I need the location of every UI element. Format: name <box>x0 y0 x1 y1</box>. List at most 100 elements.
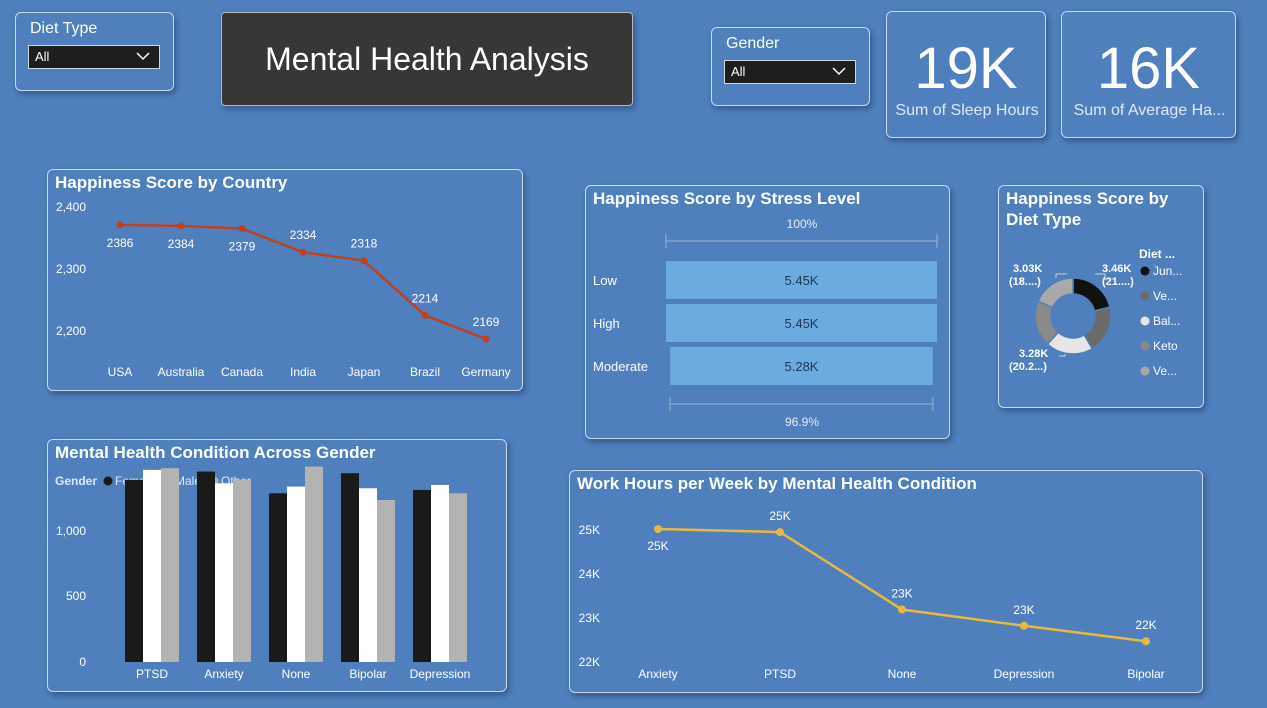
kpi-value: 16K <box>1096 36 1201 101</box>
gender-bar <box>359 488 377 662</box>
work-x-tick-label: Depression <box>994 667 1055 681</box>
y-tick-label: 0 <box>79 655 86 669</box>
country-data-label: 2214 <box>412 291 439 305</box>
diet-type-slicer: Diet Type All <box>15 12 174 91</box>
gender-slicer: Gender All <box>711 27 870 106</box>
gender-dropdown[interactable]: All <box>724 60 856 84</box>
y-tick-label: 500 <box>66 589 86 603</box>
gender-bar <box>377 499 395 662</box>
country-data-label: 2384 <box>168 237 195 251</box>
y-tick-label: 23K <box>579 611 600 625</box>
stress-bar-label: 5.45K <box>785 273 819 288</box>
kpi-label: Sum of Sleep Hours <box>895 102 1039 119</box>
country-x-tick-label: Brazil <box>410 365 440 379</box>
diet-legend-label: Ve... <box>1153 289 1177 303</box>
gender-bar <box>197 471 215 662</box>
diet-chart-card: Happiness Score by Diet Type 3.03K (18..… <box>998 185 1204 408</box>
work-data-label: 23K <box>891 587 912 601</box>
kpi-card-average-happiness: 16K Sum of Average Ha... <box>1061 11 1236 138</box>
work-data-point <box>776 528 784 537</box>
gender-x-tick-label: Bipolar <box>349 667 386 681</box>
work-x-tick-label: Bipolar <box>1127 667 1164 681</box>
gender-x-tick-label: None <box>282 667 311 681</box>
gender-bar <box>125 479 143 662</box>
diet-chart-title-line1: Happiness Score by <box>1006 189 1169 208</box>
stress-bottom-percent: 96.9% <box>785 415 819 429</box>
country-data-label: 2334 <box>290 228 317 242</box>
stress-bar <box>666 304 937 342</box>
work-data-point <box>654 525 662 533</box>
stress-bar-chart: 100% 96.9% 5.45K Low 5.45K High 5.28K Moderat… <box>593 217 938 429</box>
stress-bar-label: 5.28K <box>785 359 819 374</box>
gender-bar <box>305 466 323 662</box>
stress-bar <box>670 347 933 385</box>
diet-legend-marker <box>1140 316 1150 326</box>
gender-bar <box>341 473 359 662</box>
callout-value: 3.28K <box>1019 348 1048 360</box>
stress-category-label: High <box>593 316 620 331</box>
gender-slicer-title: Gender <box>726 35 780 52</box>
country-line-chart: 2,400 2,300 2,200 2386 USA 2384 Australia 23… <box>56 200 511 379</box>
country-chart-title: Happiness Score by Country <box>55 173 288 192</box>
stress-category-label: Low <box>593 273 617 288</box>
chevron-down-icon <box>136 52 150 61</box>
callout-leader <box>1055 273 1067 278</box>
work-series-line <box>657 527 1147 643</box>
country-x-tick-label: Canada <box>221 365 263 379</box>
y-tick-label: 2,300 <box>56 262 86 276</box>
gender-bar <box>449 493 467 662</box>
diet-type-dropdown-value: All <box>35 49 50 64</box>
diet-legend-marker <box>1140 366 1150 376</box>
work-hours-chart-card: Work Hours per Week by Mental Health Con… <box>569 470 1203 693</box>
work-x-tick-label: Anxiety <box>638 667 677 681</box>
work-data-label: 25K <box>769 509 790 523</box>
y-tick-label: 2,200 <box>56 324 86 338</box>
gender-bar <box>233 479 251 662</box>
diet-legend-marker <box>1140 291 1150 301</box>
callout-percent: (20.2...) <box>1009 361 1047 373</box>
work-data-label: 22K <box>1135 618 1156 632</box>
country-data-point <box>482 335 490 343</box>
diet-chart-title-line2: Diet Type <box>1006 210 1082 229</box>
report-title: Mental Health Analysis <box>221 12 633 106</box>
stress-bar-label: 5.45K <box>785 316 819 331</box>
work-data-label: 25K <box>647 539 668 553</box>
diet-legend-label: Keto <box>1153 339 1178 353</box>
diet-legend-marker <box>1140 341 1150 351</box>
country-x-tick-label: India <box>290 365 316 379</box>
kpi-value: 19K <box>914 36 1018 101</box>
callout-leader <box>1095 273 1106 280</box>
stress-category-label: Moderate <box>593 359 648 374</box>
country-data-point <box>421 311 429 319</box>
country-data-label: 2379 <box>229 240 256 254</box>
gender-x-tick-label: Anxiety <box>204 667 243 681</box>
diet-type-dropdown[interactable]: All <box>28 45 160 69</box>
callout-value: 3.03K <box>1013 263 1042 275</box>
y-tick-label: 1,000 <box>56 524 86 538</box>
kpi-card-sleep-hours: 19K Sum of Sleep Hours <box>886 11 1046 138</box>
stress-chart-card: Happiness Score by Stress Level 100% 96.… <box>585 185 950 439</box>
diet-legend-label: Ve... <box>1153 364 1177 378</box>
callout-percent: (18....) <box>1009 276 1041 288</box>
country-data-point <box>177 222 185 230</box>
country-data-point <box>238 225 246 233</box>
country-data-point <box>360 257 368 265</box>
country-data-label: 2169 <box>473 315 500 329</box>
diet-legend-marker <box>1140 266 1150 276</box>
work-data-point <box>1020 621 1028 630</box>
country-x-tick-label: Japan <box>348 365 381 379</box>
country-data-label: 2386 <box>107 236 134 250</box>
callout-value: 3.46K <box>1102 263 1131 275</box>
stress-top-percent: 100% <box>787 217 818 231</box>
gender-chart-card: Mental Health Condition Across Gender Ge… <box>47 439 507 692</box>
work-hours-line-chart: 25K 24K 23K 22K 25K Anxiety 25K PTSD 23K None… <box>579 509 1165 681</box>
stress-bar <box>666 261 937 299</box>
diet-legend-label: Jun... <box>1153 264 1182 278</box>
work-x-tick-label: PTSD <box>764 667 796 681</box>
diet-legend-title: Diet ... <box>1139 247 1175 261</box>
gender-bar <box>143 469 161 662</box>
work-data-label: 23K <box>1013 603 1034 617</box>
gender-legend-title: Gender <box>55 474 97 488</box>
country-x-tick-label: Australia <box>158 365 205 379</box>
y-tick-label: 2,400 <box>56 200 86 214</box>
